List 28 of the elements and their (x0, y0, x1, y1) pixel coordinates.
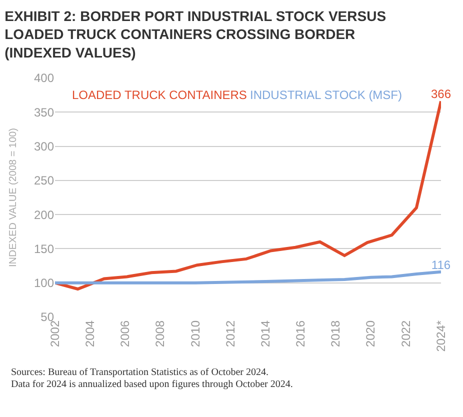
y-tick-label: 350 (34, 105, 54, 120)
x-tick-label: 2002 (48, 320, 62, 348)
y-tick-label: 100 (34, 276, 54, 290)
text: LOADED TRUCK CONTAINERS (72, 88, 247, 102)
data-label: 116 (431, 258, 451, 272)
y-tick-label: 400 (34, 71, 54, 86)
x-tick-label: 2024* (434, 320, 448, 352)
source-note: Sources: Bureau of Transportation Statistics as of October 2024. (11, 367, 268, 378)
y-tick-label: 200 (34, 208, 54, 222)
x-tick-label: 2012 (223, 320, 238, 348)
x-tick-label: 2018 (328, 320, 343, 348)
y-tick-label: 250 (34, 174, 54, 188)
x-tick-label: 2020 (364, 320, 378, 348)
x-tick-label: 2014 (258, 320, 272, 348)
x-tick-label: 2016 (294, 320, 308, 348)
x-tick-label: 2008 (153, 320, 168, 348)
data-label: 366 (430, 87, 452, 102)
x-tick-label: 2022 (398, 320, 413, 348)
text: Data for 2024 is annualized based upon figures through October 2024. (11, 379, 293, 390)
x-tick-label: 2004 (82, 320, 97, 348)
x-tick-label: 2010 (188, 320, 202, 348)
line-series (55, 270, 441, 284)
y-tick-label: 150 (34, 242, 54, 256)
x-tick-label: 2006 (118, 320, 132, 348)
text: INDUSTRIAL STOCK (MSF) (250, 88, 402, 102)
chart-title: EXHIBIT 2: BORDER PORT INDUSTRIAL STOCK VERSUS LOADED TRUCK CONTAINERS CROSSING BORDER (INDEXED VALUES) (4, 8, 386, 60)
y-tick-label: 300 (34, 139, 54, 154)
y-axis-title: INDEXED VALUE (2008 = 100) (8, 128, 19, 268)
